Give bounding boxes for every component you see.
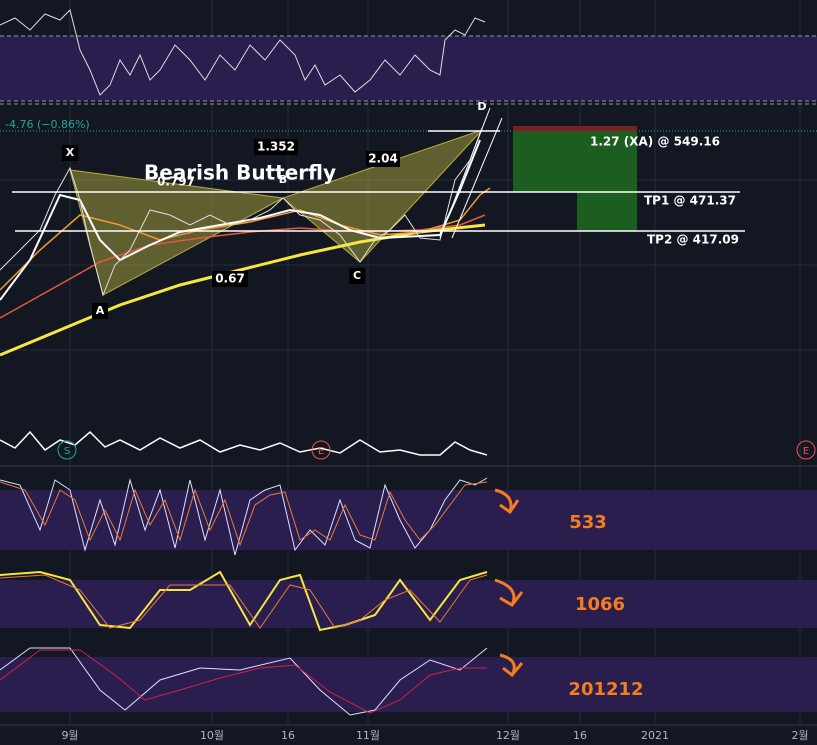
- osc-band: [0, 580, 817, 628]
- marker-label: E: [803, 446, 809, 457]
- x-tick-label: 2월: [791, 729, 808, 742]
- marker-label: E: [318, 446, 324, 457]
- x-tick-label: 9월: [61, 729, 78, 742]
- label-box: [212, 271, 248, 287]
- point-label: A: [96, 304, 105, 317]
- osc-band: [0, 657, 817, 712]
- x-tick-label: 12월: [496, 729, 520, 742]
- x-tick-label: 11월: [356, 729, 380, 742]
- level-label: 1.27 (XA) @ 549.16: [590, 135, 720, 149]
- point-label: D: [477, 100, 486, 113]
- ratio-label: 0.797: [157, 175, 195, 189]
- x-tick-label: 16: [573, 729, 587, 742]
- arrow: [494, 578, 524, 607]
- label-box: [366, 151, 400, 167]
- moving-average: [0, 139, 481, 301]
- price: [0, 127, 483, 297]
- level-label: TP2 @ 417.09: [647, 233, 739, 247]
- target-zone: [577, 192, 637, 231]
- level-label: TP1 @ 471.37: [644, 194, 736, 208]
- x-tick-label: 2021: [641, 729, 669, 742]
- ratio-label: 2.04: [368, 152, 398, 166]
- osc-label: 1066: [575, 594, 625, 615]
- osc-line: [0, 649, 487, 714]
- osc-line: [0, 481, 488, 547]
- marker: [311, 440, 331, 460]
- label-box: [254, 139, 298, 155]
- stop-zone: [513, 126, 637, 131]
- arrow: [499, 653, 524, 678]
- channel-line: [451, 117, 503, 239]
- moving-average: [0, 187, 491, 291]
- point-label: X: [66, 146, 75, 159]
- marker-label: S: [64, 446, 70, 457]
- osc-label: 201212: [568, 679, 643, 700]
- x-axis: 9월 10월 16 11월 12월 16 2021 2월: [61, 729, 808, 742]
- osc-line: [0, 570, 488, 632]
- x-tick-label: 10월: [200, 729, 224, 742]
- label-box: [62, 145, 78, 161]
- marker: [57, 440, 77, 460]
- ratio-label: 1.352: [257, 140, 295, 154]
- price-change: -4.76 (−0.86%): [5, 118, 90, 131]
- ratio-label: 0.67: [215, 272, 245, 286]
- label-box: [349, 268, 365, 284]
- point-labels: X A B C D: [62, 100, 487, 319]
- point-label: B: [279, 173, 287, 186]
- marker: [796, 440, 816, 460]
- x-tick-label: 16: [281, 729, 295, 742]
- channel-line: [439, 107, 491, 239]
- rsi-band: [0, 36, 817, 101]
- rsi-line: [0, 9, 486, 96]
- osc-line: [0, 574, 488, 629]
- osc-line: [0, 477, 488, 556]
- osc-line: [0, 647, 488, 716]
- osc-band: [0, 490, 817, 550]
- moving-average: [0, 223, 486, 357]
- target-zone: [513, 131, 637, 192]
- label-box: [92, 303, 108, 319]
- osc-label: 533: [569, 512, 607, 533]
- point-label: C: [353, 269, 361, 282]
- volume-line: [0, 430, 488, 456]
- arrow: [494, 488, 520, 515]
- pattern-title: Bearish Butterfly: [144, 161, 336, 185]
